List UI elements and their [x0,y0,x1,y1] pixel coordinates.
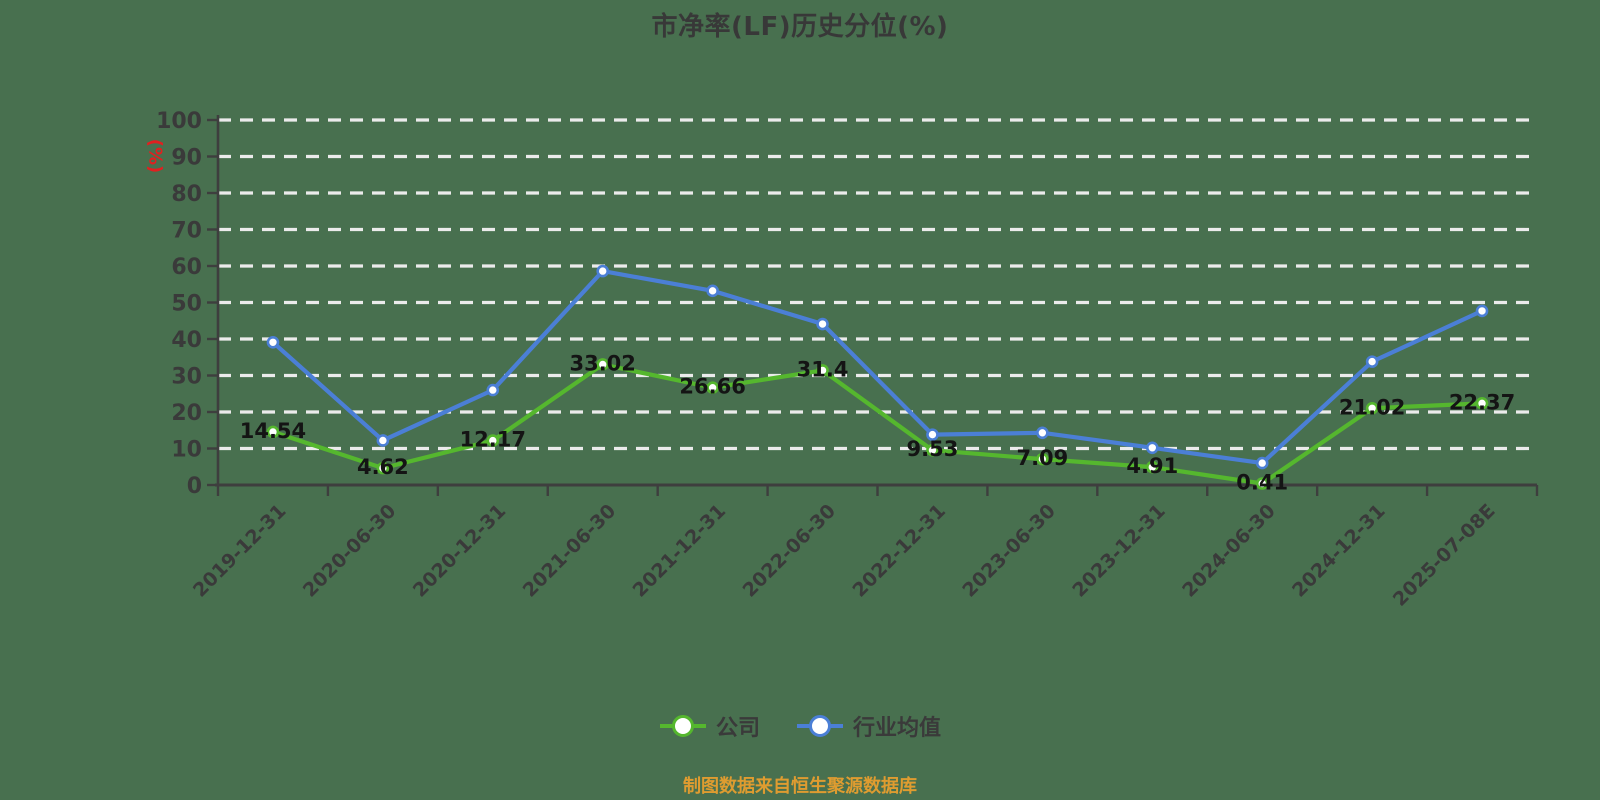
x-tick-label: 2023-12-31 [1068,500,1170,602]
data-point-label: 7.09 [1016,446,1068,470]
legend-item-company[interactable]: 公司 [659,710,760,742]
x-tick-label: 2021-06-30 [519,500,621,602]
x-tick-label: 2024-06-30 [1178,500,1280,602]
company-data-point[interactable] [266,425,280,439]
chart-title: 市净率(LF)历史分位(%) [651,12,949,42]
data-point-label: 0.41 [1236,471,1288,495]
y-tick-label: 80 [171,182,202,207]
company-data-point[interactable] [706,381,719,394]
company-series-line [270,362,1485,486]
y-axis-ticks: 0 10 20 30 40 50 60 70 80 90 100 [156,109,218,499]
company-data-point[interactable] [376,461,390,475]
y-tick-label: 50 [171,292,202,317]
x-tick-label: 2022-12-31 [848,500,950,602]
industry-average-data-point[interactable] [1145,441,1159,455]
industry-average-data-point[interactable] [1036,426,1049,440]
company-data-point[interactable] [596,358,610,371]
data-source-note: 制图数据来自恒生聚源数据库 [683,776,917,797]
data-point-label: 4.62 [357,455,409,479]
industry-average-data-point[interactable] [596,264,610,278]
industry-average-data-point[interactable] [376,434,390,447]
industry-average-markers [266,264,1489,470]
data-point-label: 4.91 [1126,454,1178,478]
company-data-point[interactable] [926,443,939,457]
company-markers [266,358,1489,490]
legend: 公司 行业均值 [0,710,1600,742]
industry-average-data-point[interactable] [926,428,939,441]
company-data-point[interactable] [1036,452,1049,466]
data-point-label: 21.02 [1339,395,1405,419]
y-tick-label: 90 [171,146,202,171]
company-data-point[interactable] [486,434,500,447]
x-tick-label: 2020-12-31 [409,500,511,602]
industry-average-data-point[interactable] [1475,304,1489,318]
x-tick-label: 2025-07-08E [1389,500,1500,611]
x-tick-label: 2019-12-31 [189,500,291,602]
y-tick-label: 0 [187,474,202,499]
y-tick-label: 40 [171,328,202,353]
data-point-label: 31.4 [797,357,849,381]
legend-item-industry-average[interactable]: 行业均值 [796,710,941,742]
data-point-label: 33.02 [569,351,635,375]
x-tick-label: 2023-06-30 [958,500,1060,602]
data-point-label: 26.66 [679,375,745,399]
legend-marker-company-icon [659,715,706,737]
data-point-label: 22.37 [1449,390,1515,414]
x-tick-label: 2022-06-30 [739,500,841,602]
data-point-label: 9.53 [907,437,959,461]
x-tick-label: 2020-06-30 [299,500,401,602]
data-point-label: 12.17 [460,428,526,452]
legend-label: 行业均值 [853,716,942,741]
x-tick-label: 2021-12-31 [629,500,731,602]
legend-label: 公司 [715,716,760,741]
industry-average-data-point[interactable] [816,317,829,331]
company-data-point[interactable] [816,364,829,377]
company-data-point[interactable] [1475,397,1489,410]
y-tick-label: 20 [171,401,202,426]
data-point-label: 14.54 [240,419,306,443]
x-tick-label: 2024-12-31 [1288,500,1390,602]
company-data-point[interactable] [1255,477,1269,490]
y-tick-label: 100 [156,109,202,134]
y-tick-label: 10 [171,438,202,463]
industry-average-data-point[interactable] [266,335,280,349]
industry-average-data-point[interactable] [1365,355,1379,368]
y-tick-label: 70 [171,219,202,244]
company-data-point[interactable] [1365,401,1379,415]
y-tick-label: 60 [171,255,202,280]
legend-marker-industry-average-icon [797,715,843,737]
company-point-labels: 14.54 4.62 12.17 33.02 26.66 31.4 9.53 7.09 4.91… [240,351,1516,494]
industry-average-data-point[interactable] [706,284,719,298]
industry-average-data-point[interactable] [1255,456,1269,470]
x-axis-ticks: 2019-12-31 2020-06-30 2020-12-31 2021-06-30… [189,485,1539,611]
y-tick-label: 30 [171,365,202,390]
industry-average-data-point[interactable] [486,383,500,397]
company-data-point[interactable] [1145,460,1159,474]
industry-average-series-line [270,269,1485,466]
